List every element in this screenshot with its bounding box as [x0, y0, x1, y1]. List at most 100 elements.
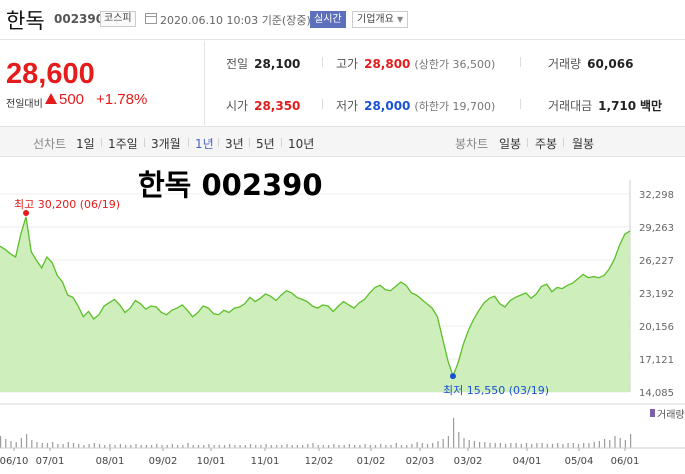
volume-bar — [171, 444, 173, 448]
x-tick-label: 03/02 — [454, 456, 483, 467]
divider — [520, 99, 521, 109]
volume-bar — [520, 444, 522, 448]
volume-bar — [437, 441, 439, 448]
stock-name: 한독 — [6, 9, 45, 33]
volume-bar — [411, 444, 413, 448]
stat-volume: 거래량 60,066 — [548, 57, 634, 71]
volume-bar — [286, 444, 288, 448]
quote-timestamp: 2020.06.10 10:03 기준(장중) — [160, 14, 311, 27]
market-badge: 코스피 — [100, 11, 136, 27]
tab-period-1w[interactable]: 1주일 — [108, 137, 138, 151]
volume-bar — [453, 418, 455, 448]
tab-period-10y[interactable]: 10년 — [288, 137, 315, 151]
volume-bar — [203, 445, 205, 448]
tab-period-5y[interactable]: 5년 — [256, 137, 275, 151]
volume-bar — [364, 444, 366, 448]
volume-bar — [572, 443, 574, 448]
volume-bar — [72, 443, 75, 448]
volume-bar — [255, 445, 257, 448]
volume-bar — [281, 445, 283, 448]
up-arrow-icon — [45, 93, 57, 104]
volume-bar — [328, 445, 330, 448]
volume-bar — [276, 445, 278, 448]
volume-bar — [406, 445, 408, 448]
volume-bar — [333, 444, 335, 448]
chevron-down-icon: ▼ — [397, 15, 404, 24]
tab-period-1d[interactable]: 1일 — [76, 137, 95, 151]
x-tick-label: 06/10 — [0, 456, 28, 467]
volume-bar — [213, 445, 215, 448]
volume-bar — [36, 442, 38, 448]
volume-bar — [0, 436, 2, 448]
volume-bar — [234, 445, 236, 448]
x-tick-label: 12/02 — [305, 456, 334, 467]
volume-legend-swatch — [650, 409, 655, 417]
volume-bar — [46, 443, 49, 448]
volume-bar — [536, 443, 538, 448]
volume-bar — [400, 445, 403, 448]
volume-bar — [5, 439, 7, 448]
volume-bar — [609, 440, 611, 448]
tab-candle-daily[interactable]: 일봉 — [499, 137, 522, 151]
volume-bar — [343, 445, 345, 448]
volume-bar — [208, 444, 210, 448]
volume-bar — [614, 436, 616, 448]
volume-bar — [525, 443, 528, 448]
volume-bar — [135, 444, 137, 448]
chart-overlay-title: 한독 002390 — [138, 168, 323, 202]
volume-bar — [322, 445, 324, 448]
volume-legend: 거래량 — [657, 409, 685, 421]
y-tick-label: 17,121 — [639, 355, 674, 366]
price-summary: 28,600 전일대비 500 +1.78% — [0, 41, 205, 125]
volume-bar — [432, 443, 434, 448]
volume-bar — [67, 442, 69, 448]
company-info-dropdown[interactable]: 기업개요 ▼ — [352, 11, 409, 28]
volume-bar — [223, 445, 226, 448]
tab-candle-weekly[interactable]: 주봉 — [535, 137, 558, 151]
volume-bar — [130, 445, 132, 448]
calendar-icon — [145, 13, 157, 24]
volume-bar — [385, 445, 387, 448]
volume-bar — [380, 444, 382, 448]
line-chart-label: 선차트 — [33, 137, 67, 151]
volume-bar — [317, 445, 319, 448]
change-label: 전일대비 — [6, 99, 43, 110]
volume-bar — [484, 442, 486, 448]
chart-period-tabs: 선차트 1일 1주일 3개월 1년 3년 5년 10년 봉차트 일봉 주봉 월봉 — [0, 126, 685, 157]
volume-bar — [577, 444, 580, 448]
volume-bar — [416, 442, 418, 448]
volume-bar — [104, 445, 106, 448]
volume-bar — [20, 438, 22, 448]
volume-bar — [390, 445, 392, 448]
volume-bar — [15, 442, 17, 448]
realtime-button[interactable]: 실시간 — [310, 11, 346, 28]
y-tick-label: 26,227 — [639, 256, 674, 267]
volume-bar — [291, 445, 293, 448]
volume-bar — [10, 441, 12, 448]
volume-bar — [26, 434, 28, 448]
y-tick-label: 32,298 — [639, 190, 674, 201]
volume-bar — [354, 445, 356, 448]
volume-bar — [395, 443, 397, 448]
candle-chart-label: 봉차트 — [455, 137, 489, 151]
volume-bar — [182, 445, 184, 448]
tab-period-1y[interactable]: 1년 — [195, 137, 214, 151]
volume-bar — [307, 444, 309, 448]
price-chart[interactable]: 32,298 29,263 26,227 23,192 20,156 17,121 14,0… — [0, 158, 685, 474]
volume-bar — [593, 442, 595, 448]
volume-bar — [546, 444, 548, 448]
volume-bar — [312, 443, 314, 448]
tab-period-3y[interactable]: 3년 — [225, 137, 244, 151]
tab-period-3m[interactable]: 3개월 — [151, 137, 181, 151]
stock-code: 002390 — [54, 12, 105, 26]
volume-bar — [551, 444, 554, 448]
stat-amount: 거래대금 1,710 백만 — [548, 99, 663, 113]
tab-candle-monthly[interactable]: 월봉 — [572, 137, 595, 151]
stock-header: 한독 002390 코스피 2020.06.10 10:03 기준(장중) 실시… — [0, 0, 685, 40]
y-tick-label: 29,263 — [639, 223, 674, 234]
divider — [322, 99, 323, 109]
volume-bar — [515, 443, 517, 448]
volume-bar — [338, 445, 340, 448]
x-tick-label: 07/01 — [36, 456, 65, 467]
volume-bar — [458, 432, 460, 448]
